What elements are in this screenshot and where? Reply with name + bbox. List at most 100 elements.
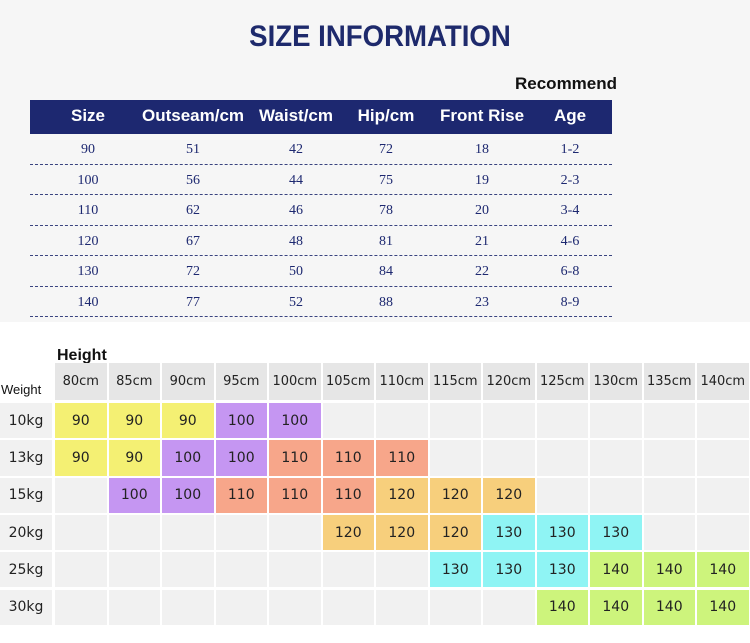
empty-cell <box>536 440 588 476</box>
size-cell: 100 <box>108 477 160 513</box>
table-cell: 19 <box>475 172 489 188</box>
height-header: 125cm <box>536 363 588 400</box>
table-cell: 130 <box>77 264 99 279</box>
empty-cell <box>108 589 160 625</box>
size-cell: 120 <box>429 514 481 551</box>
size-cell: 90 <box>162 403 214 439</box>
empty-cell <box>483 440 535 476</box>
size-cell: 100 <box>162 477 214 513</box>
empty-cell <box>376 552 428 588</box>
table-header: Front Rise <box>439 106 525 125</box>
table-header: Hip/cm <box>357 106 415 125</box>
empty-cell <box>108 552 160 588</box>
table-cell: 44 <box>289 172 303 188</box>
size-cell: 90 <box>108 440 160 476</box>
height-header: 100cm <box>269 363 321 400</box>
empty-cell <box>322 552 374 588</box>
size-cell: 100 <box>162 440 214 476</box>
row-divider <box>30 255 612 256</box>
weight-label-cell: 30kg <box>0 589 52 625</box>
empty-cell <box>643 514 695 551</box>
empty-cell <box>536 403 588 439</box>
table-cell: 72 <box>186 264 200 279</box>
title: SIZE INFORMATION <box>249 20 511 53</box>
table-cell: 1-2 <box>560 142 580 157</box>
size-cell: 90 <box>55 440 107 476</box>
empty-cell <box>376 403 428 439</box>
table-cell: 84 <box>379 264 393 279</box>
empty-cell <box>697 477 749 513</box>
height-header: 110cm <box>376 363 428 400</box>
size-cell: 110 <box>269 477 321 513</box>
weight-label-cell: 10kg <box>0 403 52 439</box>
size-cell: 100 <box>215 403 267 439</box>
empty-cell <box>590 477 642 513</box>
empty-cell <box>483 403 535 439</box>
table-header: Waist/cm <box>258 106 333 125</box>
empty-cell <box>643 403 695 439</box>
table-cell: 50 <box>289 264 303 279</box>
empty-cell <box>55 552 107 588</box>
table-cell: 2-3 <box>560 172 580 188</box>
empty-cell <box>483 589 535 625</box>
table-cell: 100 <box>77 172 99 188</box>
size-cell: 130 <box>590 514 642 551</box>
empty-cell <box>322 403 374 439</box>
table-cell: 78 <box>379 203 393 218</box>
table-cell: 77 <box>186 294 200 310</box>
size-cell: 140 <box>590 589 642 625</box>
height-header: 115cm <box>429 363 481 400</box>
table-cell: 62 <box>186 203 200 218</box>
weight-label-cell: 20kg <box>0 514 52 551</box>
size-cell: 140 <box>643 589 695 625</box>
empty-cell <box>269 552 321 588</box>
table-cell: 72 <box>379 142 393 157</box>
size-cell: 120 <box>322 514 374 551</box>
size-cell: 130 <box>483 514 535 551</box>
row-divider <box>30 224 612 226</box>
table-cell: 120 <box>77 233 99 249</box>
recommend-label: Recommend <box>515 74 618 93</box>
table-cell: 48 <box>289 233 303 249</box>
empty-cell <box>643 440 695 476</box>
empty-cell <box>55 589 107 625</box>
empty-cell <box>376 589 428 625</box>
size-cell: 110 <box>269 440 321 476</box>
size-section <box>0 0 750 322</box>
table-cell: 51 <box>186 142 200 157</box>
height-header: 80cm <box>55 363 107 400</box>
table-header: Size <box>70 106 106 125</box>
size-cell: 90 <box>55 403 107 439</box>
empty-cell <box>697 403 749 439</box>
empty-cell <box>215 589 267 625</box>
height-header: 85cm <box>108 363 160 400</box>
size-cell: 110 <box>322 477 374 513</box>
height-label: Height <box>57 347 107 364</box>
table-cell: 46 <box>289 203 303 218</box>
table-cell: 8-9 <box>560 294 580 310</box>
empty-cell <box>55 514 107 551</box>
empty-cell <box>108 514 160 551</box>
empty-cell <box>269 514 321 551</box>
table-cell: 81 <box>379 233 393 249</box>
table-cell: 52 <box>289 294 303 310</box>
size-cell: 140 <box>536 589 588 625</box>
size-cell: 100 <box>269 403 321 439</box>
height-header: 135cm <box>643 363 695 400</box>
row-divider <box>30 316 612 317</box>
empty-cell <box>215 514 267 551</box>
height-header: 130cm <box>590 363 642 400</box>
size-cell: 140 <box>697 552 749 588</box>
header-bar <box>30 100 612 134</box>
weight-label: Weight <box>1 382 42 397</box>
size-cell: 130 <box>536 514 588 551</box>
empty-cell <box>590 440 642 476</box>
empty-cell <box>429 589 481 625</box>
table-cell: 20 <box>475 203 489 218</box>
table-cell: 6-8 <box>560 264 580 279</box>
row-divider <box>30 285 612 287</box>
empty-cell <box>55 477 107 513</box>
size-cell: 130 <box>429 552 481 588</box>
table-cell: 4-6 <box>560 233 580 249</box>
